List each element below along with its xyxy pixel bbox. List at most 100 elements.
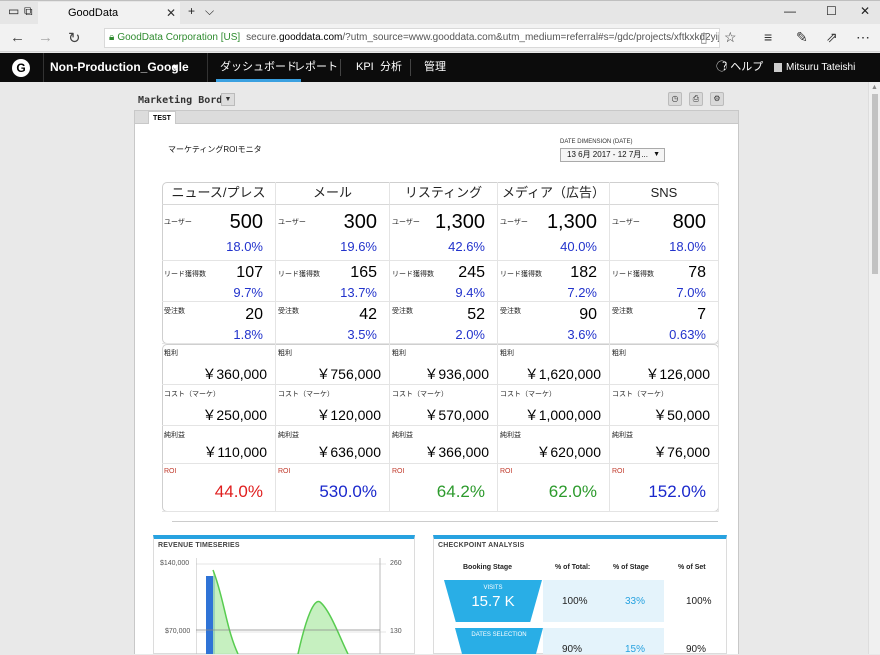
metric-value: 42 bbox=[359, 306, 377, 323]
scrollbar-thumb[interactable] bbox=[872, 94, 878, 274]
help-link[interactable]: ?⃝ ヘルプ bbox=[722, 61, 764, 73]
url-text: secure.gooddata.com/?utm_source=www.good… bbox=[246, 32, 720, 43]
finance-cell-net: 純利益 ￥620,000 bbox=[498, 426, 610, 464]
nav-reports[interactable]: レポート bbox=[294, 61, 338, 73]
forward-icon[interactable]: → bbox=[38, 29, 53, 46]
finance-label: コスト（マーケ） bbox=[612, 391, 668, 398]
roi-value: 62.0% bbox=[548, 482, 597, 501]
metric-label: ユーザー bbox=[500, 219, 528, 226]
metric-label: 受注数 bbox=[164, 308, 185, 315]
roi-value: 530.0% bbox=[319, 482, 377, 501]
page-scrollbar[interactable]: ▲ bbox=[868, 82, 880, 654]
row-highlight bbox=[543, 580, 664, 622]
nav-divider bbox=[410, 59, 411, 76]
metric-value: 90 bbox=[579, 306, 597, 323]
maximize-icon[interactable]: ☐ bbox=[826, 4, 837, 18]
metric-percent: 7.0% bbox=[676, 285, 706, 300]
finance-cell-net: 純利益 ￥636,000 bbox=[276, 426, 390, 464]
finance-label: ROI bbox=[500, 468, 513, 475]
metric-label: 受注数 bbox=[612, 308, 633, 315]
date-filter-select[interactable]: 13 6月 2017 - 12 7月... ▼ bbox=[560, 148, 665, 162]
metric-cell-orders: 受注数 7 0.63% bbox=[610, 302, 719, 344]
metric-label: 受注数 bbox=[500, 308, 521, 315]
metric-value: 7 bbox=[697, 306, 706, 323]
metric-cell-orders: 受注数 52 2.0% bbox=[390, 302, 498, 344]
close-tab-icon[interactable]: ✕ bbox=[166, 6, 177, 20]
metric-value: 165 bbox=[350, 264, 377, 281]
tab-list-icon[interactable]: ▭ bbox=[8, 4, 20, 18]
metric-value: 182 bbox=[570, 264, 597, 281]
tab-test[interactable]: TEST bbox=[148, 111, 176, 124]
finance-value: ￥120,000 bbox=[316, 407, 381, 423]
web-note-icon[interactable]: ✎ bbox=[796, 29, 808, 45]
gooddata-logo-icon[interactable]: G bbox=[12, 59, 30, 77]
dashboard-title: Marketing Bords bbox=[138, 95, 229, 106]
chevron-down-icon[interactable]: ⌵ bbox=[205, 4, 215, 18]
back-icon[interactable]: ← bbox=[10, 29, 25, 46]
y-tick-left: $140,000 bbox=[160, 560, 190, 567]
url-field[interactable]: 🔒︎ GoodData Corporation [US] secure.goodda… bbox=[104, 28, 720, 48]
close-window-icon[interactable]: ✕ bbox=[860, 4, 871, 18]
minimize-icon[interactable]: — bbox=[784, 4, 796, 18]
finance-cell-gross: 粗利 ￥360,000 bbox=[162, 344, 276, 385]
column-header: Booking Stage bbox=[463, 564, 513, 571]
nav-kpi[interactable]: KPI bbox=[356, 61, 374, 73]
funnel-visits: VISITS 15.7 K bbox=[444, 580, 542, 622]
metric-label: ユーザー bbox=[278, 219, 306, 226]
scroll-up-icon[interactable]: ▲ bbox=[871, 84, 878, 91]
more-icon[interactable]: ⋯ bbox=[856, 29, 870, 45]
clock-icon[interactable]: ◷ bbox=[668, 92, 682, 106]
project-selector[interactable]: Non-Production_Google ▼ bbox=[43, 53, 208, 82]
finance-value: ￥936,000 bbox=[424, 366, 489, 382]
metric-cell-orders: 受注数 90 3.6% bbox=[498, 302, 610, 344]
channel-header: ニュース/プレス bbox=[162, 182, 276, 205]
finance-label: ROI bbox=[278, 468, 291, 475]
project-name: Non-Production_Google bbox=[50, 60, 189, 74]
finance-cell-gross: 粗利 ￥126,000 bbox=[610, 344, 719, 385]
channel-header: メール bbox=[276, 182, 390, 205]
metric-percent: 3.5% bbox=[347, 327, 377, 342]
metric-percent: 9.7% bbox=[233, 285, 263, 300]
hub-icon[interactable]: ≡ bbox=[764, 29, 773, 45]
favorite-star-icon[interactable]: ☆ bbox=[724, 29, 737, 45]
nav-divider bbox=[340, 59, 341, 76]
finance-cell-net: 純利益 ￥366,000 bbox=[390, 426, 498, 464]
date-filter-label: DATE DIMENSION (DATE) bbox=[560, 139, 633, 145]
finance-label: ROI bbox=[392, 468, 405, 475]
finance-cell-gross: 粗利 ￥1,620,000 bbox=[498, 344, 610, 385]
reading-view-icon[interactable]: ▯ bbox=[700, 29, 708, 45]
metric-percent: 19.6% bbox=[340, 239, 377, 254]
tab-preview-icon[interactable]: ⧉ bbox=[24, 4, 33, 18]
metric-cell-users: ユーザー 1,300 42.6% bbox=[390, 205, 498, 261]
finance-label: 純利益 bbox=[278, 432, 299, 439]
finance-label: コスト（マーケ） bbox=[164, 391, 220, 398]
nav-analysis[interactable]: 分析 bbox=[380, 61, 402, 73]
y-tick-left: $70,000 bbox=[165, 628, 191, 635]
metric-cell-users: ユーザー 800 18.0% bbox=[610, 205, 719, 261]
metric-percent: 18.0% bbox=[669, 239, 706, 254]
pct-set: 90% bbox=[686, 644, 707, 655]
finance-cell-cost: コスト（マーケ） ￥250,000 bbox=[162, 385, 276, 426]
nav-dashboard[interactable]: ダッシュボード bbox=[216, 53, 301, 82]
metric-cell-orders: 受注数 20 1.8% bbox=[162, 302, 276, 344]
nav-admin[interactable]: 管理 bbox=[424, 61, 446, 73]
app-header: G Non-Production_Google ▼ ダッシュボード レポート K… bbox=[0, 53, 880, 82]
gear-icon[interactable]: ⚙ bbox=[710, 92, 724, 106]
user-menu[interactable]: Mitsuru Tateishi bbox=[774, 53, 855, 82]
finance-cell-cost: コスト（マーケ） ￥120,000 bbox=[276, 385, 390, 426]
finance-value: ￥76,000 bbox=[653, 444, 710, 460]
dashboard-dropdown-icon[interactable]: ▼ bbox=[221, 93, 235, 106]
metric-percent: 3.6% bbox=[567, 327, 597, 342]
revenue-chart bbox=[196, 558, 386, 654]
y-tick-right: 130 bbox=[390, 628, 402, 635]
print-icon[interactable]: ⎙ bbox=[689, 92, 703, 106]
finance-label: 純利益 bbox=[392, 432, 413, 439]
new-tab-icon[interactable]: + bbox=[188, 4, 196, 18]
browser-tab[interactable]: GoodData ✕ bbox=[38, 2, 180, 25]
help-icon: ?⃝ bbox=[722, 61, 731, 73]
metric-cell-users: ユーザー 1,300 40.0% bbox=[498, 205, 610, 261]
share-icon[interactable]: ⇗ bbox=[826, 29, 838, 45]
refresh-icon[interactable]: ↻ bbox=[68, 30, 81, 47]
finance-value: ￥636,000 bbox=[316, 444, 381, 460]
chevron-down-icon: ▼ bbox=[171, 63, 179, 72]
